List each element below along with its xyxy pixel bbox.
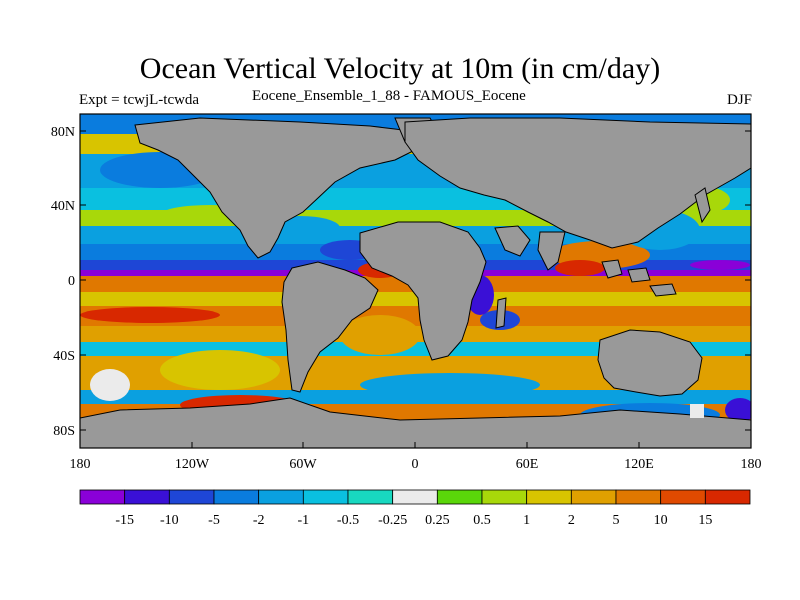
colorbar-swatch: [436, 489, 483, 505]
colorbar-swatch: [79, 489, 126, 505]
lon-label-120w: 120W: [175, 457, 210, 472]
lon-label-60w: 60W: [289, 457, 317, 472]
lat-label-80s: 80S: [53, 424, 75, 439]
colorbar-label: 0.5: [473, 513, 491, 528]
colorbar-swatch: [347, 489, 394, 505]
map-title: Ocean Vertical Velocity at 10m (in cm/da…: [139, 52, 661, 85]
colorbar-swatch: [258, 489, 304, 505]
colorbar-swatch: [660, 489, 706, 505]
colorbar-label: 1: [523, 513, 530, 528]
experiment-label: Expt = tcwjL-tcwda: [79, 92, 200, 108]
lon-label-180w: 180: [70, 457, 91, 472]
colorbar-label: 2: [568, 513, 575, 528]
colorbar-label: -5: [208, 513, 220, 528]
colorbar-swatch: [615, 489, 662, 505]
lon-label-120e: 120E: [624, 457, 654, 472]
colorbar-swatch: [570, 489, 617, 505]
lon-label-60e: 60E: [516, 457, 539, 472]
colorbar-swatch: [213, 489, 260, 505]
colorbar-swatch: [124, 489, 170, 505]
land-masses: [80, 117, 751, 448]
colorbar-label: -1: [297, 513, 309, 528]
colorbar-swatch: [168, 489, 215, 505]
colorbar-label: 0.25: [425, 513, 450, 528]
colorbar-label: -0.25: [378, 513, 407, 528]
colorbar-swatch: [392, 489, 438, 505]
colorbar-label: -0.5: [337, 513, 359, 528]
colorbar-swatch: [481, 489, 528, 505]
colorbar-label: 15: [698, 513, 712, 528]
colorbar-swatch: [526, 489, 572, 505]
colorbar-label: 5: [613, 513, 620, 528]
colorbar-label: -10: [160, 513, 179, 528]
colorbar-swatch: [704, 489, 751, 505]
colorbar-label: -15: [115, 513, 134, 528]
colorbar: [79, 489, 751, 505]
axis-ticks: [79, 130, 752, 448]
lat-label-equator: 0: [68, 274, 75, 289]
colorbar-label: 10: [654, 513, 668, 528]
colorbar-swatch: [302, 489, 349, 505]
lat-label-40n: 40N: [51, 199, 75, 214]
season-label: DJF: [726, 92, 752, 108]
ensemble-label: Eocene_Ensemble_1_88 - FAMOUS_Eocene: [252, 88, 526, 104]
lat-label-40s: 40S: [53, 349, 75, 364]
lon-label-180e: 180: [741, 457, 762, 472]
colorbar-label: -2: [253, 513, 265, 528]
velocity-field: [80, 114, 751, 448]
lon-label-0: 0: [412, 457, 419, 472]
lat-label-80n: 80N: [51, 125, 75, 140]
